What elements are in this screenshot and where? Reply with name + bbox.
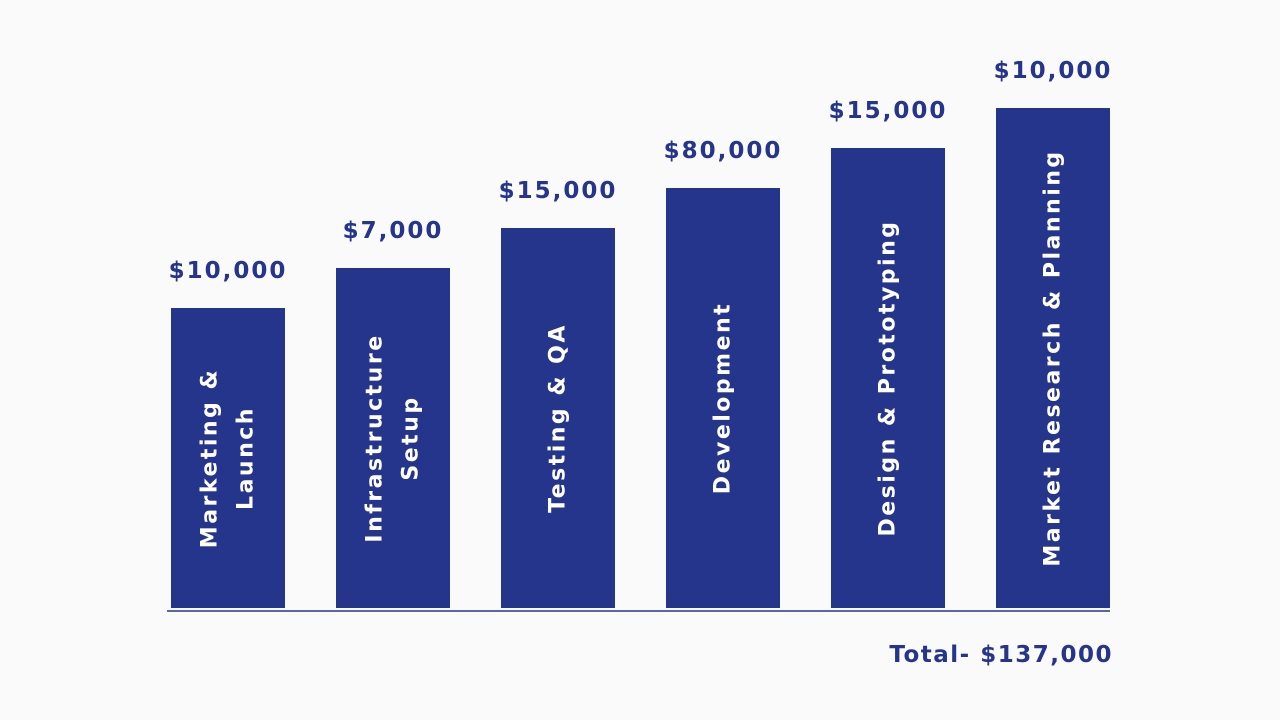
value-labels-group: $10,000 Marketing & Launch $7,000 Infrastruc… bbox=[169, 58, 1113, 567]
bar-3 bbox=[666, 188, 780, 608]
total-label: Total- $137,000 bbox=[889, 642, 1113, 668]
category-label-line: Development bbox=[711, 302, 736, 494]
value-label-4: $15,000 bbox=[829, 98, 948, 124]
category-label-line: Market Research & Planning bbox=[1041, 149, 1066, 566]
category-label-4: Design & Prototyping bbox=[876, 219, 901, 536]
value-label-0: $10,000 bbox=[169, 258, 288, 284]
category-label-line: Marketing & bbox=[198, 368, 223, 548]
category-label-1: Infrastructure Setup bbox=[363, 333, 424, 542]
category-label-line: Setup bbox=[399, 395, 424, 480]
bar-4 bbox=[831, 148, 945, 608]
category-label-0: Marketing & Launch bbox=[198, 368, 259, 548]
category-label-line: Launch bbox=[234, 406, 259, 510]
value-label-1: $7,000 bbox=[343, 218, 444, 244]
category-label-line: Testing & QA bbox=[546, 323, 571, 513]
bar-5 bbox=[996, 108, 1110, 608]
bar-0 bbox=[171, 308, 285, 608]
bars-group bbox=[171, 108, 1110, 608]
category-label-5: Market Research & Planning bbox=[1041, 149, 1066, 566]
value-label-2: $15,000 bbox=[499, 178, 618, 204]
category-label-line: Design & Prototyping bbox=[876, 219, 901, 536]
bar-1 bbox=[336, 268, 450, 608]
category-label-3: Development bbox=[711, 302, 736, 494]
value-label-3: $80,000 bbox=[664, 138, 783, 164]
category-label-line: Infrastructure bbox=[363, 333, 388, 542]
bar-2 bbox=[501, 228, 615, 608]
category-label-2: Testing & QA bbox=[546, 323, 571, 513]
value-label-5: $10,000 bbox=[994, 58, 1113, 84]
